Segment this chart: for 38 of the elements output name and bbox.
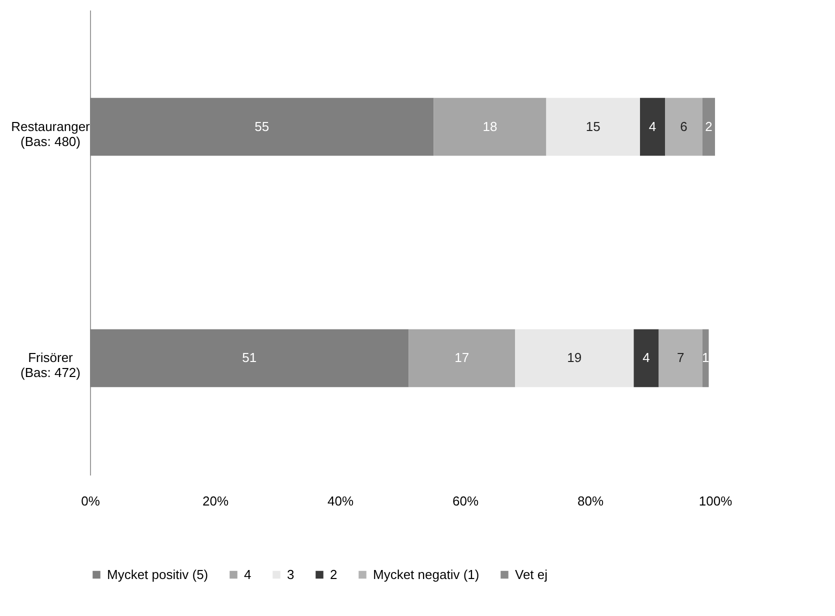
- data-label: 15: [586, 118, 600, 134]
- bar: [634, 329, 659, 388]
- data-label: 51: [242, 350, 257, 366]
- x-tick-label: 100%: [698, 494, 733, 508]
- bar: [546, 98, 640, 156]
- data-label: 19: [567, 350, 582, 366]
- bar: [658, 329, 702, 388]
- bar: [90, 329, 409, 388]
- x-tick-label: 80%: [577, 494, 604, 508]
- legend-label: 3: [287, 566, 294, 582]
- data-label: 2: [705, 118, 712, 134]
- bar: [434, 98, 546, 156]
- legend-label: Mycket negativ (1): [373, 566, 480, 582]
- y-tick-label: Restauranger (Bas: 480): [11, 118, 91, 149]
- legend-label: 2: [330, 566, 338, 582]
- bar: [90, 98, 434, 156]
- x-tick-label: 60%: [452, 494, 479, 508]
- data-label: 4: [642, 350, 650, 366]
- bar: [640, 98, 665, 156]
- data-label: 7: [677, 350, 684, 366]
- data-label: 6: [680, 118, 688, 134]
- legend-label: Vet ej: [515, 566, 548, 582]
- bar: [408, 329, 515, 388]
- x-tick-label: 0%: [81, 494, 100, 508]
- data-label: 4: [648, 118, 656, 134]
- x-tick-label: 20%: [202, 494, 229, 508]
- legend-label: Mycket positiv (5): [107, 566, 208, 582]
- bar: [702, 329, 709, 388]
- x-tick-label: 40%: [327, 494, 354, 508]
- bar: [665, 98, 702, 156]
- data-label: 1: [702, 350, 710, 366]
- bar: [702, 98, 715, 156]
- legend-label: 4: [244, 566, 252, 582]
- data-label: 17: [454, 350, 470, 366]
- bar: [515, 329, 634, 388]
- data-label: 18: [482, 118, 498, 134]
- y-tick-label: Frisörer (Bas: 472): [20, 350, 80, 380]
- data-label: 55: [254, 118, 270, 134]
